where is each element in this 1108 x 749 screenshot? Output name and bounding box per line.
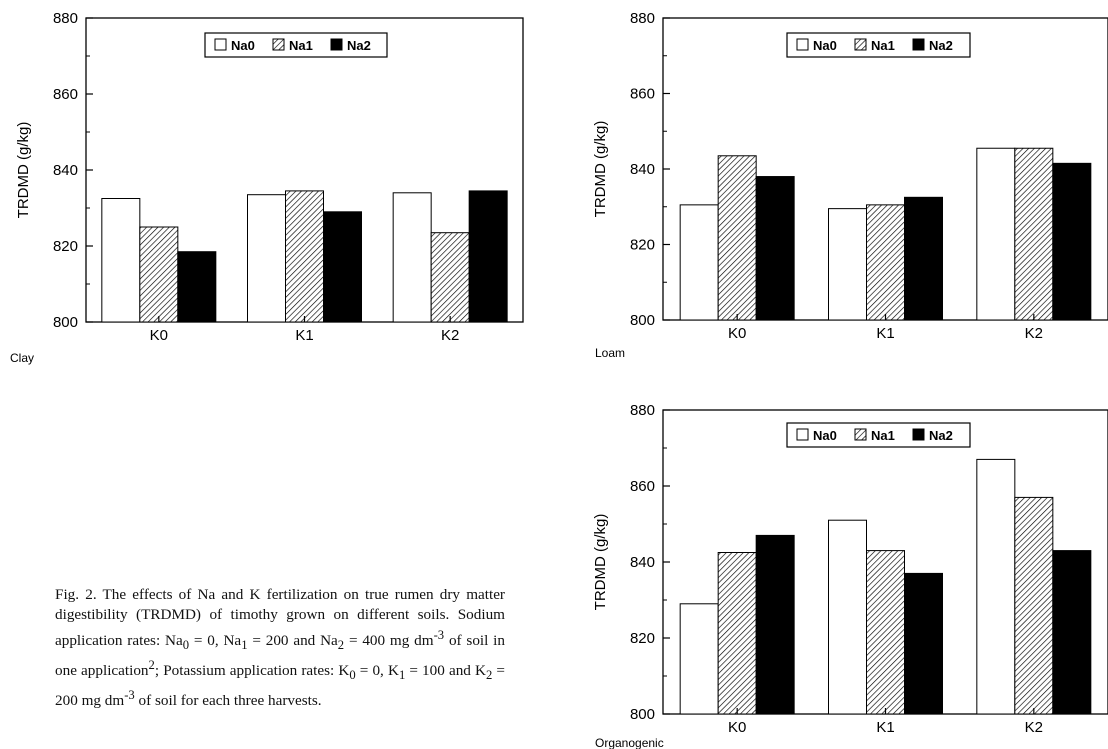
- legend-swatch-na1: [854, 428, 867, 441]
- chart-panel-2: 800 820 840 860 880 TRDMD (g/kg) K0 K1 K2 Na0 Na1 N…: [592, 10, 1108, 360]
- y-tick-label: 820: [630, 630, 655, 647]
- legend-label-na2: Na2: [929, 38, 953, 53]
- bar-na2-k0: [755, 176, 795, 321]
- figure-caption: Fig. 2. The effects of Na and K fertiliz…: [55, 585, 505, 711]
- x-tick-label: K0: [150, 327, 168, 344]
- legend-swatch-na0: [214, 38, 227, 51]
- legend-box: [204, 32, 388, 58]
- chart-panel-3: 800 820 840 860 880 TRDMD (g/kg) K0 K1 K2 Na0 Na1 N…: [592, 402, 1108, 749]
- bar-na0-k1: [828, 208, 867, 321]
- y-tick-label: 880: [53, 10, 78, 27]
- y-tick-label: 860: [53, 86, 78, 103]
- bar-na2-k2: [468, 190, 508, 323]
- x-tick-label: K2: [1025, 719, 1043, 736]
- legend-label-na2: Na2: [929, 428, 953, 443]
- legend-swatch-na1: [272, 38, 285, 51]
- x-tick-label: K1: [876, 719, 894, 736]
- legend-label-na1: Na1: [871, 38, 895, 53]
- bar-na1-k1: [285, 190, 324, 323]
- bar-na1-k1: [866, 204, 905, 321]
- legend-box: [786, 32, 971, 58]
- x-tick-label: K1: [295, 327, 313, 344]
- x-tick-label: K2: [441, 327, 459, 344]
- bar-na0-k0: [101, 198, 141, 323]
- bar-na1-k0: [717, 552, 757, 715]
- y-tick-label: 840: [53, 162, 78, 179]
- bar-na1-k2: [430, 232, 470, 323]
- bar-na2-k0: [177, 251, 217, 323]
- legend-swatch-na0: [796, 428, 809, 441]
- legend-swatch-na2: [912, 38, 925, 51]
- legend-swatch-na2: [330, 38, 343, 51]
- x-tick-label: K1: [876, 325, 894, 342]
- y-axis-label: TRDMD (g/kg): [592, 514, 609, 611]
- y-tick-label: 840: [630, 161, 655, 178]
- panel-label: Organogenic: [595, 736, 664, 749]
- y-tick-label: 800: [53, 314, 78, 331]
- y-tick-label: 860: [630, 86, 655, 103]
- bar-na2-k1: [904, 196, 943, 321]
- legend-box: [786, 422, 971, 448]
- bar-na1-k0: [139, 226, 179, 323]
- bar-na0-k0: [679, 204, 719, 321]
- y-axis-label: TRDMD (g/kg): [15, 122, 32, 219]
- legend-label-na0: Na0: [813, 428, 837, 443]
- y-tick-label: 860: [630, 478, 655, 495]
- legend-label-na1: Na1: [289, 38, 313, 53]
- bar-na2-k2: [1052, 162, 1092, 321]
- y-tick-label: 880: [630, 10, 655, 27]
- legend-swatch-na0: [796, 38, 809, 51]
- legend-label-na0: Na0: [813, 38, 837, 53]
- x-tick-label: K0: [728, 325, 746, 342]
- y-axis-label: TRDMD (g/kg): [592, 121, 609, 218]
- y-tick-label: 800: [630, 312, 655, 329]
- bar-na0-k2: [392, 192, 432, 323]
- bar-na0-k1: [828, 519, 867, 715]
- legend-label-na0: Na0: [231, 38, 255, 53]
- bar-na0-k2: [976, 458, 1016, 715]
- bar-na2-k1: [904, 572, 943, 715]
- y-tick-label: 820: [630, 237, 655, 254]
- bar-na2-k1: [323, 211, 362, 323]
- legend-swatch-na1: [854, 38, 867, 51]
- x-tick-label: K0: [728, 719, 746, 736]
- y-tick-label: 800: [630, 706, 655, 723]
- bar-na2-k2: [1052, 550, 1092, 715]
- bar-na1-k1: [866, 550, 905, 715]
- legend-label-na1: Na1: [871, 428, 895, 443]
- x-tick-label: K2: [1025, 325, 1043, 342]
- y-tick-label: 820: [53, 238, 78, 255]
- panel-label: Loam: [595, 346, 625, 360]
- panel-label: Clay: [10, 351, 34, 365]
- chart-panel-1: 800 820 840 860 880 TRDMD (g/kg) K0 K1 K2 Na0 Na1 N…: [10, 10, 524, 365]
- bar-na0-k1: [247, 194, 286, 323]
- bar-na1-k0: [717, 155, 757, 321]
- caption-text: Fig. 2. The effects of Na and K fertiliz…: [55, 586, 505, 710]
- bar-na1-k2: [1014, 496, 1054, 715]
- y-tick-label: 840: [630, 554, 655, 571]
- bar-na0-k2: [976, 147, 1016, 321]
- legend-label-na2: Na2: [347, 38, 371, 53]
- bar-na0-k0: [679, 603, 719, 715]
- legend-swatch-na2: [912, 428, 925, 441]
- bar-na2-k0: [755, 534, 795, 715]
- bar-na1-k2: [1014, 147, 1054, 321]
- y-tick-label: 880: [630, 402, 655, 419]
